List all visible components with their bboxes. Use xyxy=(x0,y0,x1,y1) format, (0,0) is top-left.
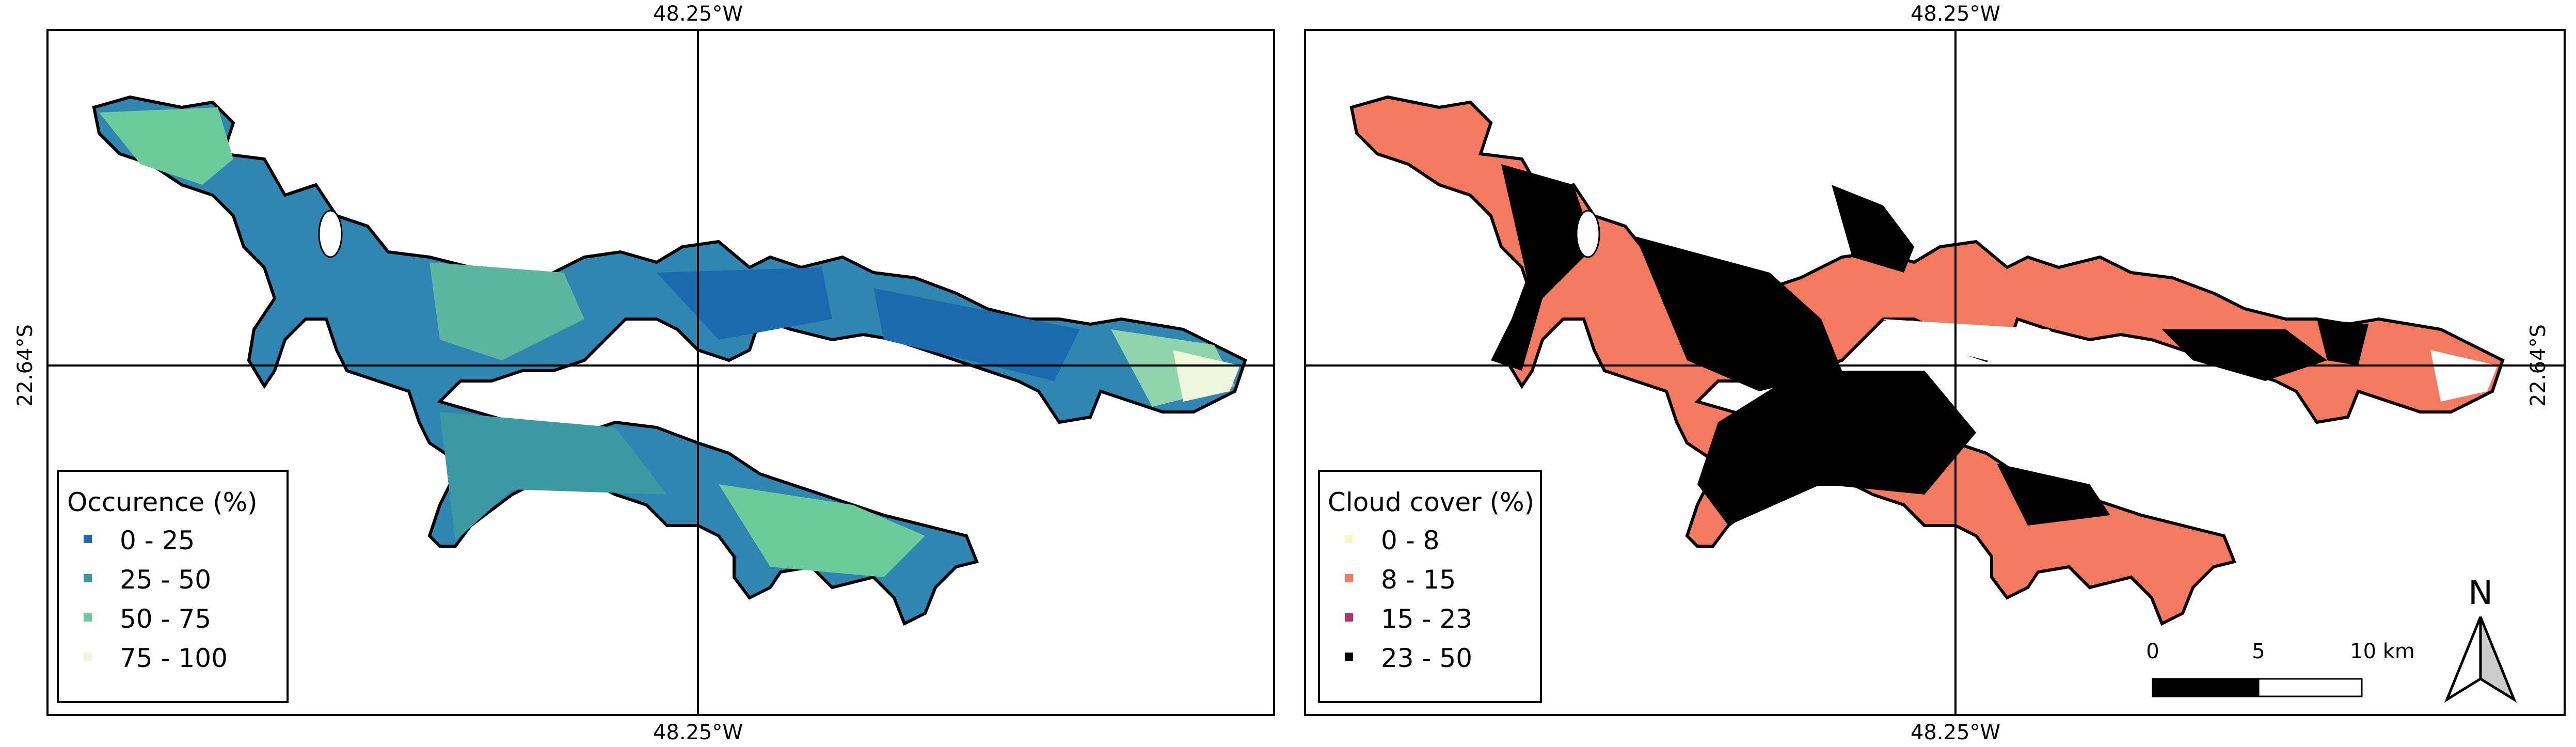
left-legend-label-1: 0 - 25 xyxy=(120,526,195,555)
right-legend: Cloud cover (%) 0 - 8 8 - 15 15 - 23 23 … xyxy=(1318,470,1542,703)
right-map: 48.25°W 48.25°W 22.64°S Cloud cover (%) … xyxy=(1304,2,2566,744)
right-legend-box xyxy=(1318,470,1542,703)
cloud-patch xyxy=(1635,236,1842,391)
lon-label-top-right: 48.25°W xyxy=(1911,2,2000,26)
lon-label-top-left: 48.25°W xyxy=(653,2,743,26)
north-arrow: N xyxy=(2444,574,2517,703)
cloud-patch xyxy=(1997,464,2110,526)
cloud-clear-area xyxy=(2430,350,2498,402)
occurrence-patch xyxy=(719,484,925,577)
right-legend-title: Cloud cover (%) xyxy=(1328,487,1534,517)
right-legend-label-4: 23 - 50 xyxy=(1381,643,1472,673)
scale-bar-label-10: 10 km xyxy=(2350,640,2415,663)
right-legend-swatch-2 xyxy=(1345,574,1353,582)
scale-bar-white xyxy=(2257,678,2363,697)
left-legend-swatch-2 xyxy=(84,574,92,582)
occurrence-patch xyxy=(1173,350,1240,402)
island xyxy=(318,210,343,258)
left-map: 48.25°W 48.25°W 22.64°S Occurence (%) 0 … xyxy=(13,2,1275,744)
left-legend-label-2: 25 - 50 xyxy=(120,565,211,595)
scale-bar-label-5: 5 xyxy=(2252,640,2265,663)
occurrence-patch xyxy=(657,267,832,340)
left-legend-box xyxy=(57,470,289,703)
scale-bar-black xyxy=(2152,678,2260,697)
left-legend: Occurence (%) 0 - 25 25 - 50 50 - 75 75 … xyxy=(57,470,289,703)
left-legend-swatch-1 xyxy=(84,535,92,543)
cloud-patch xyxy=(1491,164,1594,371)
cloud-patch xyxy=(1697,371,1976,526)
left-legend-swatch-3 xyxy=(84,613,92,622)
right-legend-swatch-4 xyxy=(1345,653,1353,661)
island-right xyxy=(1576,210,1600,258)
right-legend-label-3: 15 - 23 xyxy=(1381,604,1472,634)
left-legend-swatch-4 xyxy=(84,653,92,661)
north-arrow-label: N xyxy=(2468,574,2493,612)
scale-bar-label-0: 0 xyxy=(2146,640,2159,663)
left-legend-label-4: 75 - 100 xyxy=(120,643,228,673)
cloud-patch xyxy=(1832,185,1914,273)
lat-label-right: 22.64°S xyxy=(2526,324,2550,407)
lat-label-left: 22.64°S xyxy=(13,324,37,407)
scale-bar: 0 5 10 km xyxy=(2146,640,2415,697)
lon-label-bottom-left: 48.25°W xyxy=(653,721,743,744)
right-legend-swatch-3 xyxy=(1345,613,1353,622)
right-legend-swatch-1 xyxy=(1345,535,1353,543)
north-arrow-right-half xyxy=(2479,616,2517,703)
occurrence-patch xyxy=(99,107,233,185)
lon-label-bottom-right: 48.25°W xyxy=(1911,721,2000,744)
cloud-patch xyxy=(2162,329,2327,381)
right-legend-label-2: 8 - 15 xyxy=(1381,565,1456,595)
occurrence-patch xyxy=(873,288,1080,381)
left-legend-title: Occurence (%) xyxy=(67,487,258,517)
right-legend-label-1: 0 - 8 xyxy=(1381,526,1439,555)
cloud-clear-area xyxy=(1883,319,2090,371)
left-legend-label-3: 50 - 75 xyxy=(120,604,211,634)
occurrence-patch xyxy=(440,412,667,541)
occurrence-patch xyxy=(430,262,584,360)
cloud-patch xyxy=(2317,319,2368,365)
